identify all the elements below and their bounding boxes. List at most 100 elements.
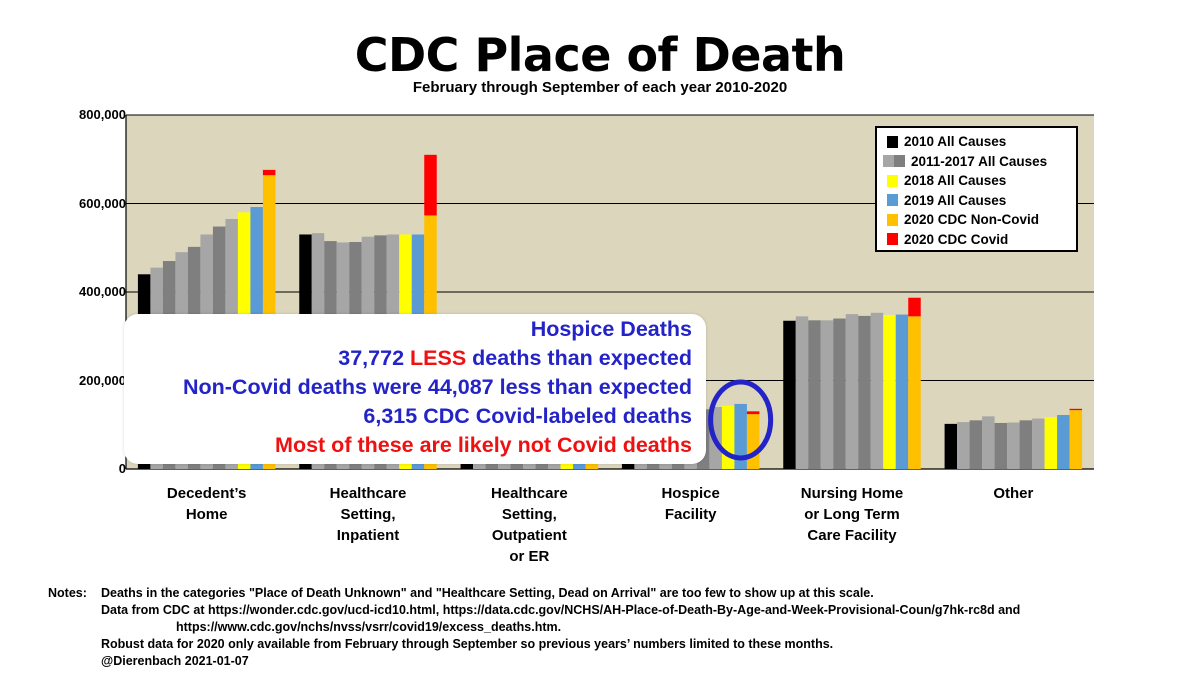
chart-title: CDC Place of Death <box>354 28 846 82</box>
legend-item: 2010 All Causes <box>883 132 1076 152</box>
category-label: Healthcare Setting, Inpatient <box>293 483 443 546</box>
category-label-line: Care Facility <box>807 527 897 544</box>
legend-swatch <box>883 155 894 168</box>
bar-2013 <box>820 320 834 469</box>
annotation-less-number: 37,772 <box>338 346 405 370</box>
category-label-line: or ER <box>509 548 550 565</box>
bar-2020-covid <box>262 169 276 176</box>
annotation-non-covid-line: Non-Covid deaths were 44,087 less than e… <box>182 375 692 399</box>
y-tick-label: 600,000 <box>79 195 126 211</box>
legend-swatch <box>887 135 898 148</box>
annotation-likely-not-covid-line: Most of these are likely not Covid death… <box>275 433 692 457</box>
bar-2019 <box>734 403 747 469</box>
note-line-4: Robust data for 2020 only available from… <box>101 637 834 651</box>
category-label-line: Home <box>185 506 228 523</box>
y-tick-label: 0 <box>118 461 126 476</box>
bar-2018 <box>883 315 896 469</box>
category-label: Decedent’s Home <box>132 483 282 525</box>
bar-2010 <box>944 423 958 469</box>
legend-swatch-group <box>887 194 898 207</box>
hospice-annotation-box: Hospice Deaths 37,772 LESS deaths than e… <box>124 314 706 464</box>
chart-legend: 2010 All Causes 2011-2017 All Causes 2018 … <box>875 126 1078 252</box>
legend-item: 2019 All Causes <box>883 191 1076 211</box>
bar-2013 <box>982 416 995 469</box>
legend-swatch <box>887 233 898 246</box>
legend-label: 2020 CDC Non-Covid <box>904 212 1040 228</box>
category-label-line: Healthcare <box>329 485 407 502</box>
annotation-less-rest: deaths than expected <box>472 346 692 370</box>
note-line-1: Deaths in the categories "Place of Death… <box>101 586 874 600</box>
category-label-line: Inpatient <box>336 527 400 544</box>
bar-2012 <box>969 420 983 469</box>
legend-swatch-group <box>887 213 898 226</box>
category-label-line: Hospice <box>661 485 720 502</box>
bar-2012 <box>808 320 821 469</box>
y-tick-label: 200,000 <box>79 372 126 388</box>
category-label: Nursing Home or Long Term Care Facility <box>777 483 927 546</box>
category-label-line: Setting, <box>340 506 396 523</box>
annotation-covid-labeled-line: 6,315 CDC Covid-labeled deaths <box>363 404 692 428</box>
bar-2015 <box>845 314 859 469</box>
notes-label: Notes: <box>48 586 87 600</box>
note-line-2: Data from CDC at https://wonder.cdc.gov/… <box>101 603 1021 617</box>
category-label-line: Nursing Home <box>800 485 904 502</box>
bar-2010 <box>783 320 796 469</box>
bar-2016 <box>1019 420 1033 469</box>
bar-2014 <box>994 422 1008 469</box>
bar-2020-non-covid <box>908 316 921 469</box>
chart-subtitle: February through September of each year … <box>412 79 788 96</box>
bar-2018 <box>1044 417 1058 469</box>
bar-2011 <box>795 316 809 469</box>
bar-2020-non-covid <box>746 414 760 469</box>
bar-2019 <box>1057 415 1070 469</box>
bar-2020-covid <box>908 297 921 317</box>
bar-2019 <box>895 314 909 469</box>
hospice-highlight-circle <box>708 379 774 461</box>
legend-label: 2011-2017 All Causes <box>911 153 1048 169</box>
legend-item: 2011-2017 All Causes <box>883 152 1076 172</box>
legend-item: 2020 CDC Covid <box>883 230 1076 250</box>
legend-label: 2018 All Causes <box>904 173 1007 189</box>
bar-2020-covid <box>1069 408 1083 411</box>
bar-2020-non-covid <box>1069 410 1083 469</box>
legend-swatch <box>887 213 898 226</box>
category-label-line: Other <box>993 485 1034 502</box>
bar-2020-covid <box>746 411 760 415</box>
category-label-line: Healthcare <box>490 485 568 502</box>
bar-2020-covid <box>424 154 437 216</box>
category-label: Hospice Facility <box>616 483 766 525</box>
bar-2017 <box>870 312 884 469</box>
category-label-line: Outpatient <box>491 527 567 544</box>
category-label-line: Facility <box>664 506 717 523</box>
legend-swatch-group <box>887 174 898 187</box>
legend-label: 2010 All Causes <box>904 134 1007 150</box>
legend-item: 2018 All Causes <box>883 171 1076 191</box>
bar-2018 <box>721 405 735 469</box>
category-label: Other <box>938 483 1088 504</box>
legend-label: 2020 CDC Covid <box>904 231 1009 247</box>
category-label: Healthcare Setting, Outpatient or ER <box>454 483 604 567</box>
category-label-line: Decedent’s <box>166 485 247 502</box>
bar-2011 <box>957 422 970 469</box>
annotation-less-line: 37,772 LESS deaths than expected <box>338 346 692 371</box>
note-line-3: https://www.cdc.gov/nchs/nvss/vsrr/covid… <box>176 620 562 634</box>
legend-label: 2019 All Causes <box>904 192 1007 208</box>
y-tick-label: 400,000 <box>79 284 126 299</box>
legend-swatch-group <box>887 233 898 246</box>
y-tick-label: 800,000 <box>79 107 126 122</box>
category-label-line: or Long Term <box>804 506 900 523</box>
annotation-heading: Hospice Deaths <box>530 317 692 341</box>
note-line-5: @Dierenbach 2021-01-07 <box>101 654 249 668</box>
bar-2015 <box>1007 422 1020 469</box>
legend-item: 2020 CDC Non-Covid <box>883 210 1076 230</box>
legend-swatch <box>887 174 898 187</box>
legend-swatch-group <box>887 135 898 148</box>
legend-swatch <box>887 194 898 207</box>
category-label-line: Setting, <box>501 506 557 523</box>
bar-2016 <box>858 315 871 469</box>
legend-swatch-group <box>883 155 905 168</box>
bar-2014 <box>833 318 846 469</box>
bar-2017 <box>1032 418 1045 469</box>
legend-swatch <box>894 155 905 168</box>
annotation-less-word: LESS <box>410 346 467 370</box>
